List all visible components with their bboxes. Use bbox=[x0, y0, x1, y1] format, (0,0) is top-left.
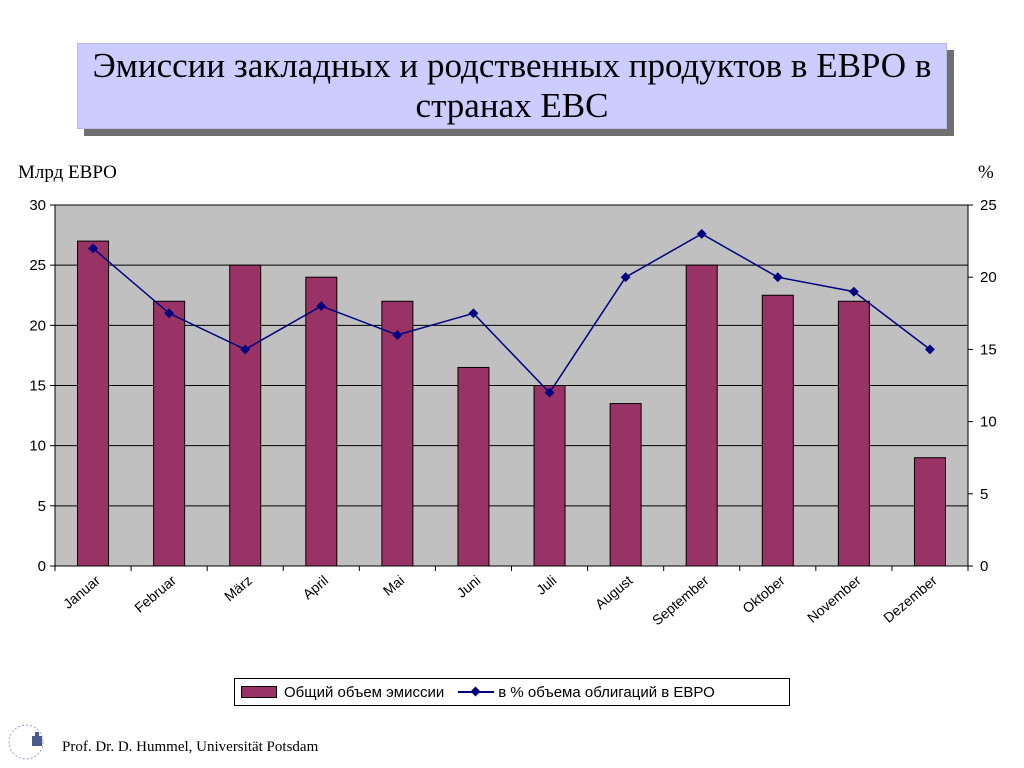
bar bbox=[609, 403, 642, 567]
right-tick-label: 15 bbox=[980, 341, 997, 358]
bar bbox=[381, 300, 414, 567]
series-line bbox=[92, 233, 931, 394]
right-tick-label: 0 bbox=[980, 558, 988, 575]
combo-chart: 0 5 10 15 20 25 30 0 5 10 15 20 25 Januar Februar Mär… bbox=[29, 197, 997, 628]
month-label: Juni bbox=[453, 572, 483, 601]
left-tick-label: 20 bbox=[29, 317, 46, 334]
month-label: Mai bbox=[380, 572, 408, 599]
line-point bbox=[848, 286, 859, 297]
line-point bbox=[620, 272, 631, 283]
x-axis: Januar Februar März April Mai Juni Juli August S… bbox=[54, 565, 969, 628]
line-point bbox=[696, 228, 707, 239]
line-point bbox=[88, 243, 98, 254]
right-axis: 0 5 10 15 20 25 bbox=[967, 197, 997, 575]
line-point bbox=[240, 344, 251, 355]
month-label: November bbox=[804, 572, 864, 626]
bar bbox=[77, 240, 110, 567]
slide-title: Эмиссии закладных и родственных продукто… bbox=[92, 46, 932, 125]
month-label: Februar bbox=[131, 572, 179, 616]
line-point bbox=[164, 308, 175, 319]
bar bbox=[837, 300, 870, 567]
title-box: Эмиссии закладных и родственных продукто… bbox=[77, 43, 947, 129]
university-logo bbox=[8, 724, 44, 760]
line-point bbox=[316, 301, 327, 312]
line-series bbox=[88, 228, 935, 398]
month-label: August bbox=[592, 572, 636, 612]
left-axis: 0 5 10 15 20 25 30 bbox=[29, 197, 56, 575]
left-tick-label: 30 bbox=[29, 197, 46, 214]
legend-line-label: в % объема облигаций в ЕВРО bbox=[498, 683, 715, 701]
line-point bbox=[392, 330, 403, 340]
right-tick-label: 25 bbox=[980, 197, 997, 214]
legend: Общий объем эмиссии в % объема облигаций… bbox=[234, 678, 790, 706]
line-point bbox=[468, 308, 479, 319]
bar bbox=[913, 457, 946, 567]
left-tick-label: 5 bbox=[38, 498, 46, 515]
right-tick-label: 20 bbox=[980, 269, 997, 286]
bar bbox=[685, 264, 718, 567]
legend-bar-label: Общий объем эмиссии bbox=[284, 683, 445, 701]
legend-line-swatch bbox=[458, 686, 495, 698]
legend-bar-swatch bbox=[241, 686, 277, 698]
month-label: März bbox=[221, 572, 255, 604]
right-tick-label: 10 bbox=[980, 414, 997, 431]
line-point bbox=[544, 387, 555, 398]
bar bbox=[457, 366, 490, 567]
footer-credit: Prof. Dr. D. Hummel, Universität Potsdam bbox=[62, 739, 319, 755]
bar bbox=[533, 385, 566, 567]
gridlines bbox=[55, 204, 968, 507]
bar bbox=[153, 300, 186, 567]
month-label: April bbox=[299, 572, 331, 602]
month-label: Dezember bbox=[880, 572, 940, 626]
month-label: Juli bbox=[533, 572, 559, 598]
right-tick-label: 5 bbox=[980, 486, 988, 503]
right-axis-unit-label: % bbox=[978, 162, 994, 183]
bar bbox=[305, 276, 338, 567]
left-tick-label: 15 bbox=[29, 378, 46, 395]
bar bbox=[229, 264, 262, 567]
bar bbox=[761, 294, 794, 567]
month-label: September bbox=[649, 572, 712, 628]
left-axis-unit-label: Млрд ЕВРО bbox=[18, 162, 117, 183]
left-tick-label: 0 bbox=[38, 558, 46, 575]
line-point bbox=[772, 272, 783, 283]
month-label: Oktober bbox=[739, 572, 788, 616]
left-tick-label: 10 bbox=[29, 438, 46, 455]
left-tick-label: 25 bbox=[29, 257, 46, 274]
line-point bbox=[925, 344, 935, 355]
month-label: Januar bbox=[60, 572, 103, 612]
